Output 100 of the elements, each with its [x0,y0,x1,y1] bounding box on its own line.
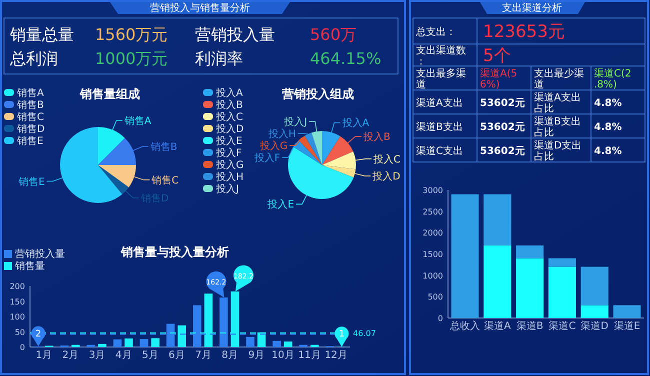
legend-label: 销售B [16,99,44,111]
y-tick-label: 200 [10,282,25,291]
slice-label: 投入A [341,117,370,130]
legend-label: 销售A [16,87,44,99]
text: 1000万元 [95,49,168,68]
legend-label: 投入A [215,87,243,99]
slice-label: 投入C [372,153,401,166]
x-tick-label: 渠道C [548,320,576,332]
text: 560万 [310,25,357,44]
x-tick-label: 渠道D [580,320,609,332]
x-tick-label: 4月 [115,350,132,361]
x-tick-label: 10月 [272,350,294,361]
bar [548,258,576,267]
text: 支出最多渠道 [416,68,466,90]
x-tick-label: 7月 [195,350,212,361]
y-tick-label: 1000 [422,271,443,280]
legend-label: 投入B [215,99,243,111]
legend-label: 销售E [16,135,44,147]
text: 渠道B支出占比 [534,116,581,138]
x-tick-label: 12月 [324,350,348,361]
bar [516,258,544,318]
legend-label: 营销投入量 [15,248,65,260]
slice-label: 投入E [266,198,294,211]
bar [484,194,512,246]
bar [113,339,122,347]
slice-label: 销售E [18,176,45,188]
slice-label: 投入J [283,116,308,128]
legend-label: 投入J [215,183,239,195]
text: 4.8% [594,146,622,157]
text: 464.15% [310,49,382,68]
bar [548,266,576,318]
text: 渠道A支出 [416,97,463,109]
bar [613,305,641,318]
y-tick-label: 3000 [422,186,443,195]
text: 53602元 [480,97,525,109]
y-tick-label: 0 [20,343,25,352]
slice-label: 销售A [123,115,152,128]
legend-label: 销售量 [14,260,45,272]
slice-label: 投入B [362,130,390,143]
y-tick-label: 0 [438,314,443,323]
text: 支出最少渠道 [534,68,584,90]
text: 总支出： [415,26,456,38]
legend-label: 销售D [16,123,45,135]
chart-title: 销售量与投入量分析 [120,245,229,259]
legend-label: 投入G [215,159,244,171]
x-tick-label: 渠道A [484,320,511,332]
slice-label: 投入G [258,140,288,152]
text: 营销投入量 [195,25,275,44]
bar [124,338,133,347]
text: 渠道C(2.8%) [594,68,632,90]
text: 渠道A(56%) [480,68,518,90]
bar [272,340,281,347]
legend-label: 投入H [215,171,244,183]
y-tick-label: 2000 [422,228,443,238]
slice-label: 销售C [150,174,179,186]
chart-title: 销售量组成 [79,87,140,101]
x-tick-label: 5月 [142,350,158,361]
text: 总利润 [9,49,58,68]
bar [284,342,292,347]
x-tick-label: 2月 [62,350,79,361]
bar [451,194,479,318]
bar [516,245,544,258]
y-tick-label: 150 [10,297,25,306]
slice-label: 投入F [253,152,280,164]
bar [151,338,160,347]
text: 53602元 [480,145,525,157]
text: 1560万元 [95,25,168,44]
text: 123653元 [483,22,565,42]
text: 营销投入与销售量分析 [150,2,250,14]
x-tick-label: 渠道B [516,320,544,332]
x-tick-label: 渠道E [614,320,640,332]
text: 销量总量 [9,25,74,44]
x-tick-label: 9月 [248,350,265,361]
text: 支出渠道数： [416,44,466,68]
ref-line-label: 46.07 [353,328,376,338]
text: 利润率 [195,49,243,68]
y-tick-label: 1500 [422,250,443,259]
slice-label: 销售B [149,141,178,154]
x-tick-label: 总收入 [449,320,480,332]
text: 53602元 [480,121,525,133]
text: 渠道D支出占比 [534,140,582,162]
legend-label: 投入F [215,147,242,159]
text: 4.8% [594,122,622,133]
annotation: 1 [338,330,345,340]
bar [140,339,148,347]
text: 支出渠道分析 [502,2,562,14]
x-tick-label: 3月 [88,350,106,361]
text: 渠道C支出 [416,145,463,157]
bar [246,336,254,347]
annotation: 2 [35,329,42,340]
legend-label: 投入E [215,135,242,147]
x-tick-label: 8月 [222,350,238,361]
y-tick-label: 2500 [422,207,443,216]
y-tick-label: 50 [14,328,25,337]
y-tick-label: 100 [10,312,25,322]
text: 渠道B支出 [416,121,463,133]
bar [580,305,608,318]
slice-label: 投入D [372,170,401,182]
legend-label: 销售C [16,111,44,123]
legend-label: 投入C [215,111,243,123]
